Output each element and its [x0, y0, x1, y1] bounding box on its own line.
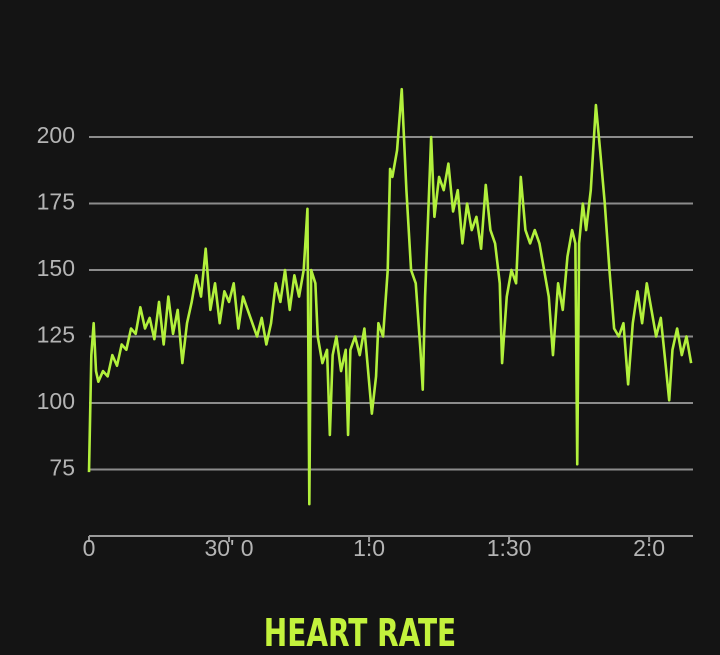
chart-title: HEART RATE [264, 612, 456, 655]
x-tick-label: 2:0 [633, 535, 665, 561]
x-tick-label: 1:30 [487, 535, 532, 561]
x-tick-label: 0 [83, 535, 96, 561]
x-tick-label: 1:0 [353, 535, 385, 561]
heart-rate-line [87, 87, 693, 506]
y-tick-label: 200 [37, 122, 75, 148]
y-tick-label: 150 [37, 255, 75, 281]
x-tick-label: 30' 0 [204, 535, 253, 561]
y-tick-label: 125 [37, 322, 75, 348]
y-tick-label: 175 [37, 189, 75, 215]
y-tick-label: 75 [49, 455, 75, 481]
y-tick-label: 100 [37, 388, 75, 414]
